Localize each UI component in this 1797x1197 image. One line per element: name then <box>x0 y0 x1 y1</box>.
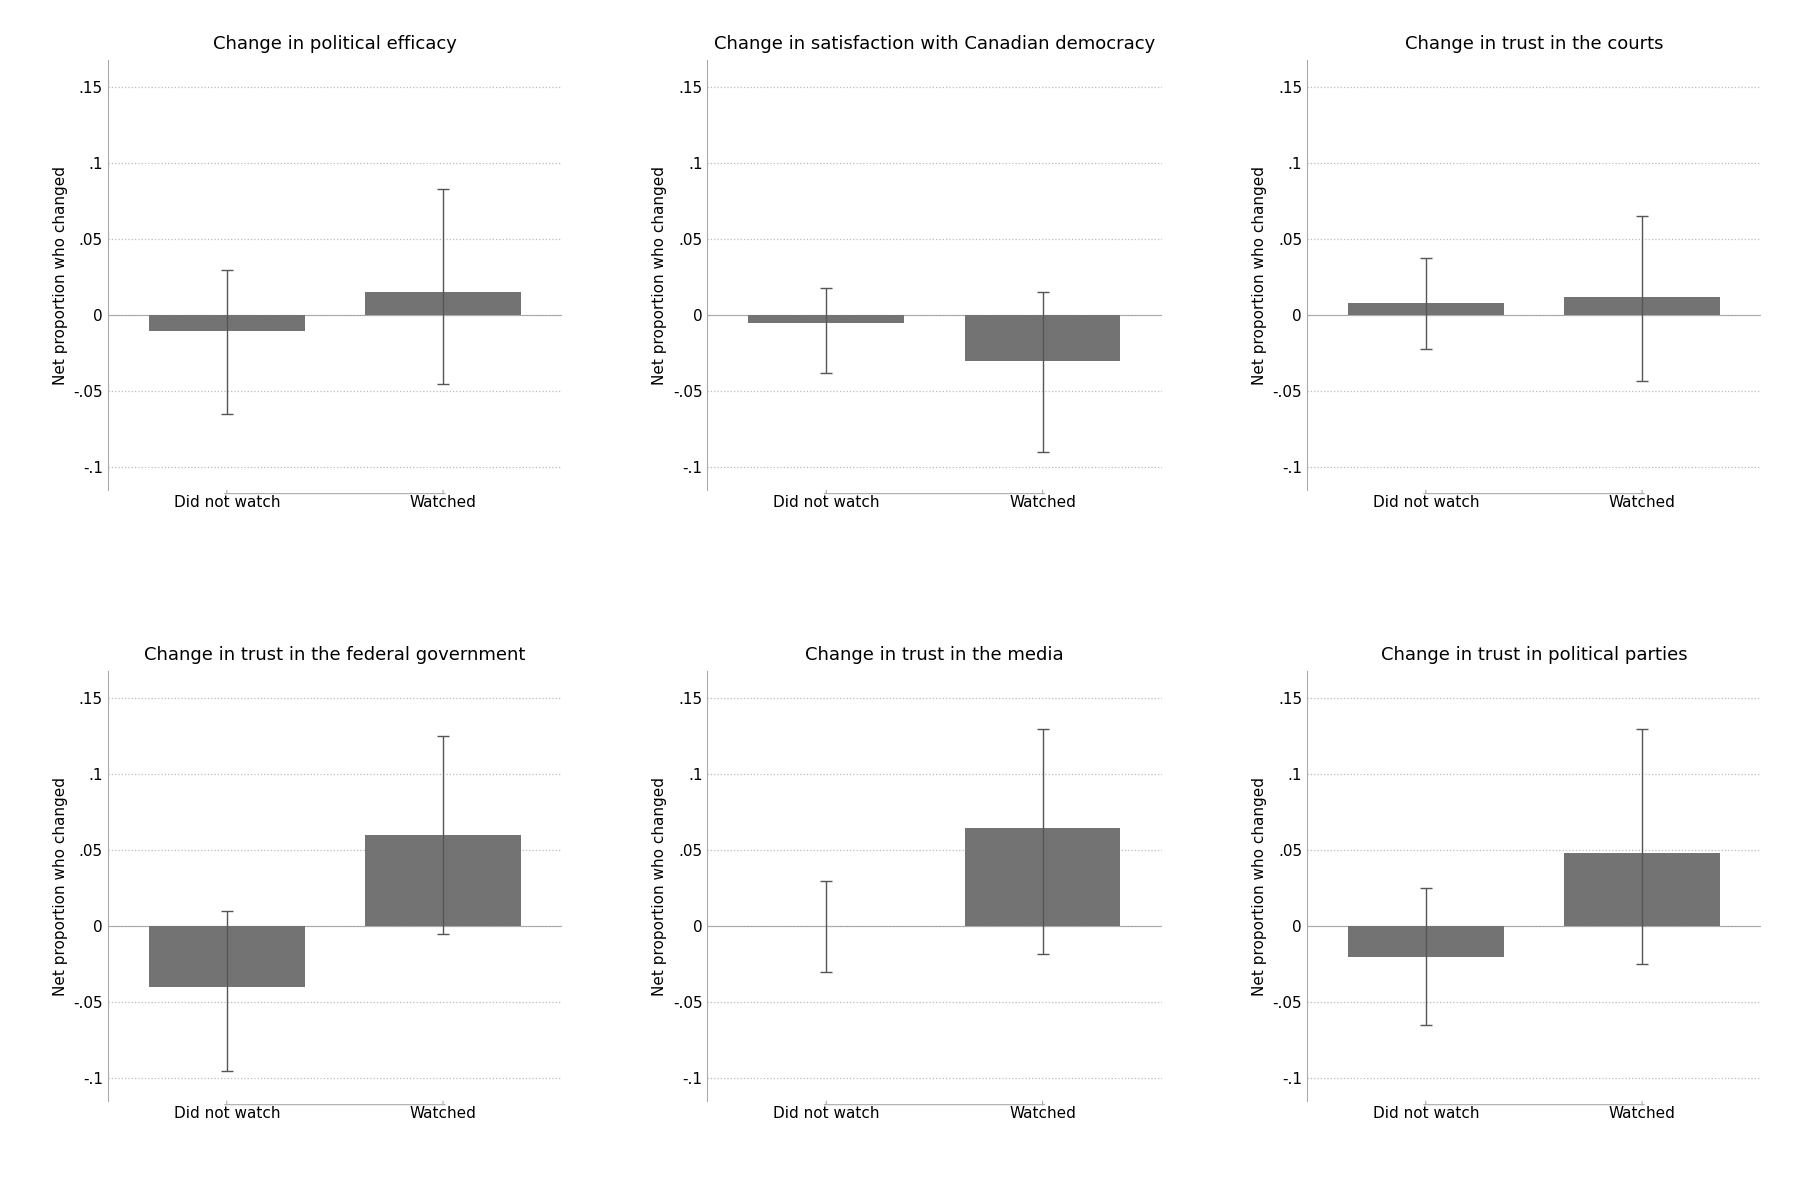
Bar <box>1348 303 1504 315</box>
Bar <box>149 926 305 988</box>
Bar <box>1563 297 1720 315</box>
Y-axis label: Net proportion who changed: Net proportion who changed <box>52 165 68 384</box>
Y-axis label: Net proportion who changed: Net proportion who changed <box>1253 777 1267 996</box>
Title: Change in trust in political parties: Change in trust in political parties <box>1380 646 1687 664</box>
Y-axis label: Net proportion who changed: Net proportion who changed <box>652 777 667 996</box>
Bar <box>965 827 1121 926</box>
Bar <box>365 292 521 315</box>
Y-axis label: Net proportion who changed: Net proportion who changed <box>652 165 667 384</box>
Bar <box>965 315 1121 361</box>
Bar <box>1563 853 1720 926</box>
Bar <box>1348 926 1504 956</box>
Y-axis label: Net proportion who changed: Net proportion who changed <box>52 777 68 996</box>
Title: Change in trust in the media: Change in trust in the media <box>805 646 1064 664</box>
Title: Change in satisfaction with Canadian democracy: Change in satisfaction with Canadian dem… <box>713 35 1155 53</box>
Title: Change in trust in the courts: Change in trust in the courts <box>1405 35 1664 53</box>
Bar <box>149 315 305 330</box>
Y-axis label: Net proportion who changed: Net proportion who changed <box>1253 165 1267 384</box>
Bar <box>365 836 521 926</box>
Bar <box>748 315 904 323</box>
Title: Change in political efficacy: Change in political efficacy <box>214 35 456 53</box>
Title: Change in trust in the federal government: Change in trust in the federal governmen… <box>144 646 525 664</box>
